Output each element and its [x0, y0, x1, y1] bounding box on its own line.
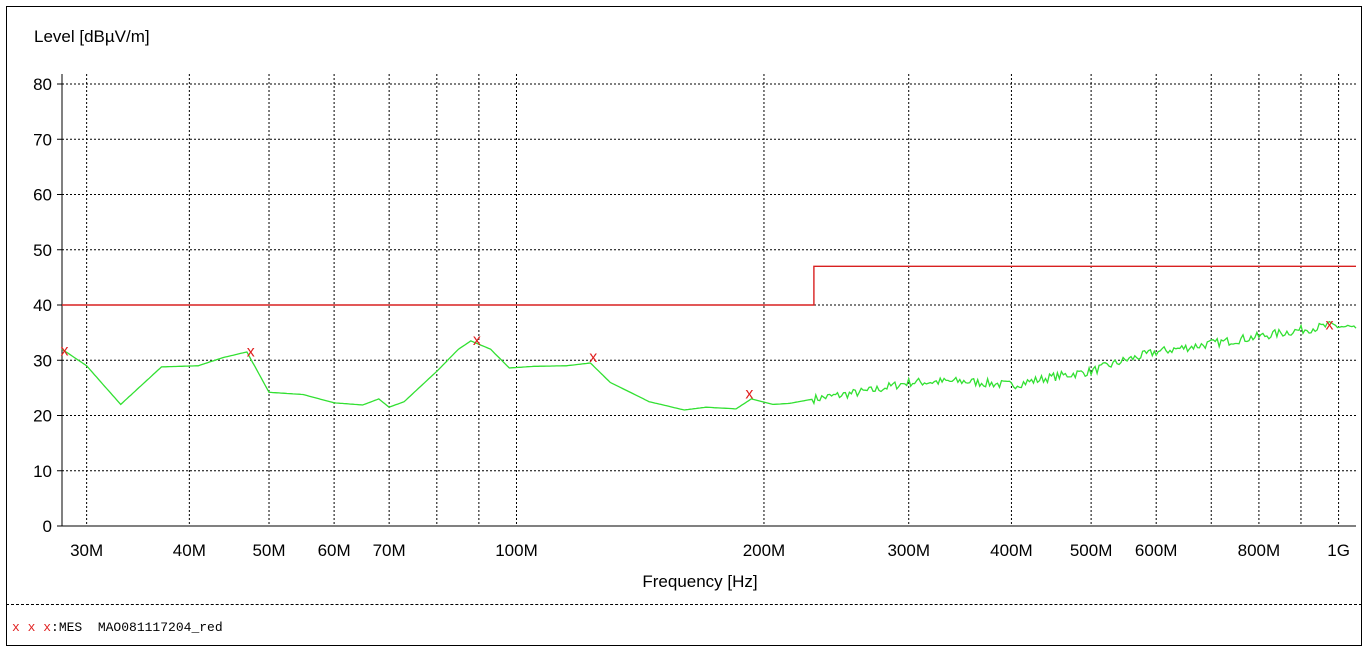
series-layer	[61, 265, 1357, 411]
tick-labels: 0 10 20 30 40 50 60 70 80 30M 40M 50M 60M 70M 100M 200M…	[33, 75, 1350, 560]
x-tick-label: 400M	[990, 541, 1033, 560]
legend-marker: x x x	[12, 620, 52, 635]
x-tick-label: 40M	[173, 541, 206, 560]
y-tick-label: 50	[33, 241, 52, 260]
grid	[57, 74, 1356, 527]
legend: x x x:MES MAO081117204_red	[12, 620, 223, 635]
x-tick-label: 60M	[318, 541, 351, 560]
y-tick-label: 0	[43, 517, 52, 536]
x-tick-label: 30M	[70, 541, 103, 560]
chart-frame	[6, 6, 1362, 646]
measurement-trace	[61, 320, 1357, 411]
x-tick-label: 600M	[1135, 541, 1178, 560]
marker-layer: x x x x x x	[61, 316, 1334, 402]
legend-divider	[6, 604, 1362, 605]
peak-marker: x	[61, 342, 69, 359]
x-tick-label: 50M	[252, 541, 285, 560]
x-tick-label: 70M	[373, 541, 406, 560]
limit-line	[62, 265, 1356, 306]
peak-marker: x	[247, 343, 255, 360]
y-axis-label: Level [dBµV/m]	[34, 27, 150, 46]
peak-marker: x	[589, 349, 597, 366]
legend-text: :MES MAO081117204_red	[51, 620, 223, 635]
y-tick-label: 40	[33, 296, 52, 315]
y-tick-label: 80	[33, 75, 52, 94]
peak-marker: x	[745, 385, 753, 402]
x-tick-label: 800M	[1238, 541, 1281, 560]
x-tick-label: 1G	[1327, 541, 1350, 560]
x-tick-label: 500M	[1070, 541, 1113, 560]
x-axis-label: Frequency [Hz]	[642, 572, 757, 591]
y-tick-label: 70	[33, 130, 52, 149]
x-tick-label: 300M	[887, 541, 930, 560]
peak-marker: x	[473, 332, 481, 349]
y-tick-label: 20	[33, 407, 52, 426]
peak-marker: x	[1326, 316, 1334, 333]
y-tick-label: 30	[33, 351, 52, 370]
emission-chart: x x x x x x 0 10 20 30 40 50 60 70 80 30M 40M 50M 60M 70M 1…	[33, 27, 1357, 591]
x-tick-label: 100M	[495, 541, 538, 560]
y-tick-label: 10	[33, 462, 52, 481]
y-tick-label: 60	[33, 186, 52, 205]
x-tick-label: 200M	[743, 541, 786, 560]
